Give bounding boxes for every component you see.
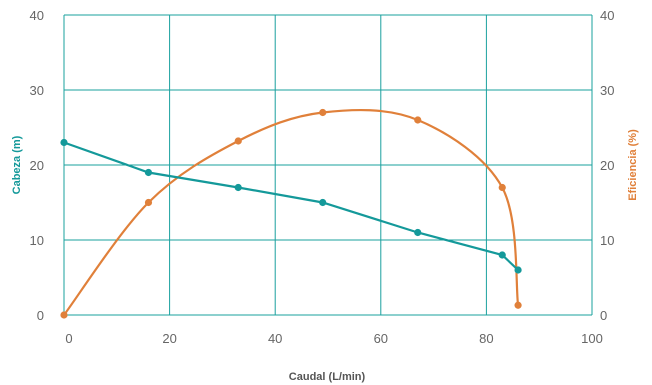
grid (63, 14, 593, 316)
y-left-tick-label: 0 (37, 308, 44, 323)
head-point (514, 266, 522, 274)
x-axis-title: Caudal (L/min) (289, 371, 366, 383)
efficiency-point (234, 137, 242, 145)
y-left-tick-label: 10 (30, 233, 44, 248)
y-left-tick-label: 40 (30, 8, 44, 23)
efficiency-point (414, 116, 422, 124)
efficiency-point (498, 183, 506, 192)
x-tick-label: 0 (65, 331, 72, 346)
y-axis-left-title: Cabeza (m) (11, 135, 23, 194)
head-point (60, 138, 68, 147)
head-point (144, 168, 153, 177)
x-tick-label: 40 (268, 331, 282, 346)
y-left-tick-label: 20 (30, 158, 44, 173)
y-right-tick-label: 40 (600, 8, 614, 23)
head-point (414, 228, 422, 237)
tick-labels: 0 20 40 60 80 100 0 10 20 30 40 0 10 20 30 40 (30, 8, 615, 346)
head-point (234, 183, 242, 192)
y-axis-right-title: Eficiencia (%) (627, 129, 639, 201)
y-right-tick-label: 0 (600, 308, 607, 323)
efficiency-point (319, 108, 327, 117)
y-right-tick-label: 10 (600, 233, 614, 248)
x-tick-label: 60 (374, 331, 388, 346)
efficiency-point (514, 301, 522, 309)
head-point (319, 198, 327, 207)
efficiency-line (63, 108, 520, 316)
y-right-tick-label: 30 (600, 83, 614, 98)
x-tick-label: 100 (581, 331, 603, 346)
efficiency-point (144, 198, 153, 207)
x-tick-label: 80 (479, 331, 493, 346)
head-point (498, 251, 506, 259)
y-right-tick-label: 20 (600, 158, 614, 173)
x-tick-label: 20 (162, 331, 176, 346)
series-layer (60, 108, 522, 319)
y-left-tick-label: 30 (30, 83, 44, 98)
head-line (63, 141, 519, 271)
efficiency-point (60, 311, 68, 319)
